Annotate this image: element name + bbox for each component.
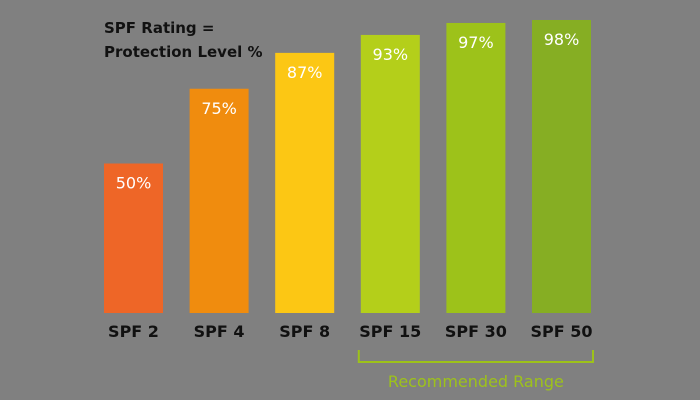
bar-spf-2 (104, 163, 163, 313)
category-label: SPF 30 (445, 322, 507, 341)
bar-spf-50 (532, 19, 591, 313)
bar-spf-4 (189, 88, 249, 313)
bar-value-label: 87% (287, 63, 323, 82)
recommended-range-bracket (357, 350, 594, 363)
recommended-range-label: Recommended Range (388, 372, 564, 391)
category-label: SPF 8 (279, 322, 330, 341)
category-label: SPF 2 (108, 322, 159, 341)
bar-value-label: 93% (373, 45, 409, 64)
chart-title-line-1: SPF Rating = (104, 19, 214, 37)
bar-spf-30 (446, 22, 506, 313)
bar-spf-15 (360, 34, 420, 314)
category-label: SPF 4 (194, 322, 245, 341)
chart-title-line-2: Protection Level % (104, 43, 263, 61)
category-label: SPF 15 (359, 322, 421, 341)
range-bracket-line (357, 350, 594, 363)
category-label: SPF 50 (530, 322, 592, 341)
bar-value-label: 97% (458, 33, 494, 52)
bar-value-label: 50% (116, 174, 152, 193)
bar-value-label: 98% (544, 30, 580, 49)
bars-group: 50% SPF 2 75% SPF 4 87% SPF 8 93% SPF 15 97% SPF … (104, 19, 593, 341)
bar-value-label: 75% (201, 99, 237, 118)
bar-spf-8 (275, 52, 335, 314)
